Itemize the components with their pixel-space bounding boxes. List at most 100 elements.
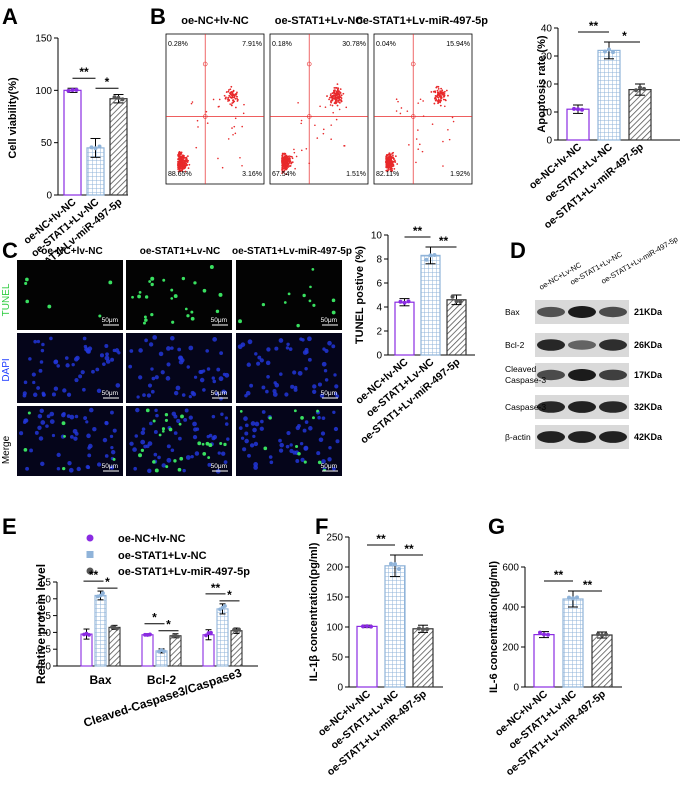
dapi-nucleus — [266, 374, 270, 379]
flow-dot — [441, 89, 444, 92]
dapi-nucleus — [49, 411, 55, 417]
tunel-cell — [239, 409, 243, 413]
tunel-cell — [202, 288, 207, 293]
flow-dot — [441, 91, 444, 93]
flow-dot — [206, 122, 209, 124]
flow-dot — [322, 132, 325, 135]
dapi-nucleus — [307, 357, 312, 362]
dapi-nucleus — [150, 389, 155, 394]
dapi-nucleus — [247, 453, 251, 458]
tunel-cell — [24, 281, 28, 285]
flow-dot — [343, 145, 346, 147]
dapi-nucleus — [87, 453, 92, 458]
dapi-nucleus — [331, 344, 336, 349]
dapi-nucleus — [38, 368, 43, 373]
flow-dot — [333, 89, 336, 92]
bar — [412, 628, 434, 688]
dapi-nucleus — [324, 348, 329, 354]
dapi-nucleus — [140, 430, 146, 436]
dapi-nucleus — [323, 369, 328, 373]
flow-dot — [288, 161, 291, 164]
flow-dot — [187, 167, 190, 169]
blot-band — [537, 431, 565, 443]
flow-dot — [230, 85, 233, 88]
flow-dot — [331, 92, 334, 95]
significance-label: ** — [439, 234, 449, 248]
flow-dot — [389, 159, 392, 161]
flow-dot — [442, 165, 444, 167]
dapi-nucleus — [332, 466, 336, 471]
tunel-cell — [186, 314, 190, 318]
dapi-nucleus — [301, 338, 305, 342]
dapi-nucleus — [166, 346, 171, 351]
flow-dot — [396, 163, 399, 165]
dapi-nucleus — [266, 347, 271, 352]
flow-dot — [231, 96, 234, 99]
flow-dot — [179, 157, 181, 160]
tunel-cell — [181, 276, 186, 281]
flow-dot — [205, 110, 208, 113]
flow-dot — [437, 85, 440, 88]
flow-dot — [281, 172, 284, 175]
tunel-cell — [173, 459, 177, 463]
tunel-cell — [208, 443, 213, 448]
bar — [94, 594, 107, 667]
dapi-nucleus — [334, 384, 339, 389]
data-point — [204, 633, 208, 638]
flow-dot — [437, 102, 439, 105]
y-tick-label: 50 — [332, 653, 344, 664]
flow-q-lr-1: 3.16% — [242, 171, 262, 178]
flow-dot — [440, 92, 442, 95]
dapi-nucleus — [183, 417, 188, 422]
dapi-nucleus — [134, 434, 139, 438]
flow-dot — [386, 169, 389, 172]
dapi-nucleus — [152, 335, 158, 340]
flow-dot — [180, 157, 183, 159]
flow-dot — [177, 158, 180, 161]
dapi-nucleus — [158, 351, 164, 357]
dapi-nucleus — [142, 393, 146, 397]
data-point — [575, 595, 579, 600]
flow-dot — [284, 167, 287, 170]
blot-band — [537, 401, 565, 413]
flow-dot — [221, 166, 224, 169]
dapi-nucleus — [286, 342, 290, 346]
tunel-cell — [158, 433, 162, 437]
flow-dot — [338, 98, 341, 101]
dapi-nucleus — [53, 386, 59, 391]
dapi-nucleus — [188, 415, 193, 420]
dapi-nucleus — [285, 444, 290, 449]
flow-dot — [218, 98, 221, 101]
dapi-nucleus — [205, 349, 209, 353]
dapi-nucleus — [240, 436, 245, 440]
blot-band — [599, 369, 627, 381]
flow-dot — [335, 118, 338, 121]
flow-dot — [286, 156, 289, 158]
flow-dot — [284, 155, 286, 158]
legend-e: oe-NC+lv-NC oe-STAT1+Lv-NC oe-STAT1+Lv-m… — [86, 533, 250, 578]
dapi-nucleus — [290, 384, 295, 389]
blot-row-label: Caspase-3 — [505, 402, 546, 412]
blot-row-label: Cleaved — [505, 364, 536, 374]
flow-dot — [243, 103, 245, 106]
data-point — [546, 632, 550, 637]
bar — [216, 608, 229, 667]
flow-dot — [281, 153, 284, 156]
flow-dot — [391, 154, 394, 157]
data-point — [604, 632, 608, 637]
dapi-nucleus — [220, 451, 226, 456]
flow-dot — [181, 160, 184, 163]
data-point — [567, 595, 571, 600]
tunel-cell — [23, 447, 28, 452]
flow-dot — [452, 120, 455, 123]
dapi-nucleus — [268, 455, 273, 459]
flow-dot — [439, 99, 442, 102]
significance-label: * — [105, 575, 110, 589]
tunel-cell — [63, 435, 66, 438]
dapi-nucleus — [34, 430, 39, 435]
dapi-nucleus — [214, 391, 219, 396]
dapi-nucleus — [316, 451, 321, 456]
flow-dot — [340, 97, 343, 100]
flow-dot — [333, 90, 335, 93]
dapi-nucleus — [206, 434, 210, 439]
